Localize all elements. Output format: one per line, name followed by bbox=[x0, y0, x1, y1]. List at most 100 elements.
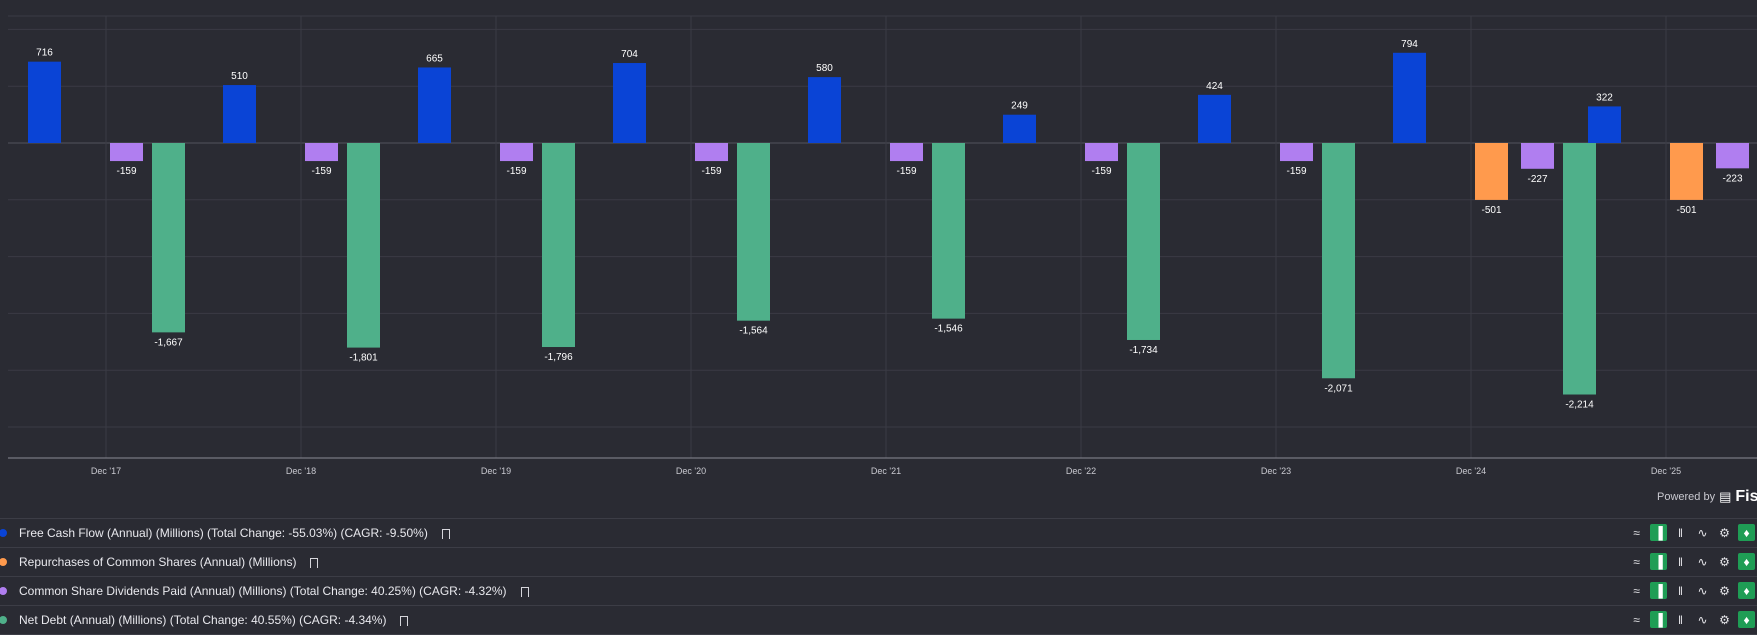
bar-dividends bbox=[110, 143, 143, 162]
legend-dot bbox=[0, 616, 7, 624]
line-chart-icon[interactable]: ∿ bbox=[1697, 612, 1708, 627]
data-label: -159 bbox=[1286, 166, 1306, 177]
x-tick-label: Dec '23 bbox=[1261, 466, 1291, 476]
data-label: -1,796 bbox=[544, 352, 573, 363]
bar-net-debt bbox=[737, 143, 770, 321]
data-label: 424 bbox=[1206, 81, 1223, 92]
trend-icon[interactable]: ≈ bbox=[1633, 525, 1640, 540]
data-label: 249 bbox=[1011, 101, 1028, 112]
data-label: -159 bbox=[506, 166, 526, 177]
bar-dividends bbox=[1280, 143, 1313, 162]
bar-dividends bbox=[305, 143, 338, 162]
legend-label: Free Cash Flow (Annual) (Millions) (Tota… bbox=[19, 526, 428, 540]
line-chart-icon[interactable]: ∿ bbox=[1697, 525, 1708, 540]
legend-dot bbox=[0, 587, 7, 595]
legend-row-free-cash-flow[interactable]: Free Cash Flow (Annual) (Millions) (Tota… bbox=[0, 519, 1757, 548]
data-label: -1,546 bbox=[934, 324, 963, 335]
data-label: 580 bbox=[816, 63, 833, 74]
data-label: -1,667 bbox=[154, 337, 183, 348]
data-label: -159 bbox=[701, 166, 721, 177]
column-chart-icon[interactable]: ‖ bbox=[1678, 525, 1683, 540]
powered-by[interactable]: Powered by ▤ Fis bbox=[1657, 488, 1757, 506]
gear-icon[interactable]: ⚙ bbox=[1719, 554, 1730, 569]
bar-free-cash-flow bbox=[613, 63, 646, 143]
bar-free-cash-flow bbox=[1393, 52, 1426, 143]
bar-free-cash-flow bbox=[28, 61, 61, 143]
data-label: -501 bbox=[1676, 205, 1696, 216]
bookmark-icon[interactable] bbox=[520, 587, 529, 601]
bar-net-debt bbox=[152, 143, 185, 333]
bar-free-cash-flow bbox=[1588, 106, 1621, 143]
bar-dividends bbox=[695, 143, 728, 162]
bar-dividends bbox=[890, 143, 923, 162]
bar-free-cash-flow bbox=[808, 77, 841, 143]
bar-net-debt bbox=[542, 143, 575, 348]
data-label: 510 bbox=[231, 71, 248, 82]
bar-repurchases bbox=[1475, 143, 1508, 200]
gear-icon[interactable]: ⚙ bbox=[1719, 612, 1730, 627]
bar-dividends bbox=[1085, 143, 1118, 162]
data-label: 704 bbox=[621, 49, 638, 60]
data-label: -227 bbox=[1527, 174, 1547, 185]
data-label: -159 bbox=[116, 166, 136, 177]
trend-icon[interactable]: ≈ bbox=[1633, 612, 1640, 627]
trend-icon[interactable]: ≈ bbox=[1633, 554, 1640, 569]
x-tick-label: Dec '22 bbox=[1066, 466, 1096, 476]
data-label: 665 bbox=[426, 53, 443, 64]
bar-free-cash-flow bbox=[1198, 94, 1231, 143]
x-tick-label: Dec '20 bbox=[676, 466, 706, 476]
data-label: -1,734 bbox=[1129, 345, 1158, 356]
bookmark-icon[interactable] bbox=[400, 616, 409, 630]
gear-icon[interactable]: ⚙ bbox=[1719, 583, 1730, 598]
x-tick-label: Dec '19 bbox=[481, 466, 511, 476]
bar-chart-icon[interactable]: ▐ bbox=[1650, 553, 1667, 570]
column-chart-icon[interactable]: ‖ bbox=[1678, 612, 1683, 627]
data-label: -1,801 bbox=[349, 353, 378, 364]
legend-row-net-debt[interactable]: Net Debt (Annual) (Millions) (Total Chan… bbox=[0, 606, 1757, 635]
legend-label: Common Share Dividends Paid (Annual) (Mi… bbox=[19, 584, 507, 598]
data-label: -501 bbox=[1481, 205, 1501, 216]
line-chart-icon[interactable]: ∿ bbox=[1697, 554, 1708, 569]
x-tick-label: Dec '21 bbox=[871, 466, 901, 476]
legend-dot bbox=[0, 558, 7, 566]
series-tools: ≈ ▐ ‖ ∿ ⚙ ♦ bbox=[1628, 553, 1755, 570]
x-tick-label: Dec '18 bbox=[286, 466, 316, 476]
series-tools: ≈ ▐ ‖ ∿ ⚙ ♦ bbox=[1628, 611, 1755, 628]
tag-icon[interactable]: ♦ bbox=[1738, 524, 1755, 541]
bar-net-debt bbox=[1322, 143, 1355, 379]
bar-free-cash-flow bbox=[1003, 114, 1036, 143]
gear-icon[interactable]: ⚙ bbox=[1719, 525, 1730, 540]
bar-chart-icon[interactable]: ▐ bbox=[1650, 524, 1667, 541]
legend: Free Cash Flow (Annual) (Millions) (Tota… bbox=[0, 518, 1757, 635]
bar-chart-icon[interactable]: ▐ bbox=[1650, 582, 1667, 599]
series-tools: ≈ ▐ ‖ ∿ ⚙ ♦ bbox=[1628, 582, 1755, 599]
bar-repurchases bbox=[1670, 143, 1703, 200]
legend-row-dividends[interactable]: Common Share Dividends Paid (Annual) (Mi… bbox=[0, 577, 1757, 606]
legend-label: Net Debt (Annual) (Millions) (Total Chan… bbox=[19, 613, 387, 627]
series-tools: ≈ ▐ ‖ ∿ ⚙ ♦ bbox=[1628, 524, 1755, 541]
data-label: -159 bbox=[1091, 166, 1111, 177]
bar-chart-icon[interactable]: ▐ bbox=[1650, 611, 1667, 628]
bar-net-debt bbox=[347, 143, 380, 348]
trend-icon[interactable]: ≈ bbox=[1633, 583, 1640, 598]
tag-icon[interactable]: ♦ bbox=[1738, 582, 1755, 599]
bar-net-debt bbox=[932, 143, 965, 319]
column-chart-icon[interactable]: ‖ bbox=[1678, 554, 1683, 569]
bar-free-cash-flow bbox=[223, 85, 256, 143]
bar-net-debt bbox=[1563, 143, 1596, 395]
line-chart-icon[interactable]: ∿ bbox=[1697, 583, 1708, 598]
bar-dividends bbox=[1521, 143, 1554, 169]
tag-icon[interactable]: ♦ bbox=[1738, 611, 1755, 628]
bar-free-cash-flow bbox=[418, 67, 451, 143]
brand-logo-icon: ▤ bbox=[1719, 489, 1732, 504]
bookmark-icon[interactable] bbox=[310, 558, 319, 572]
chart: Dec '17 Dec '18 Dec '19 Dec '20 Dec '21 Dec '… bbox=[8, 15, 1757, 476]
bookmark-icon[interactable] bbox=[441, 529, 450, 543]
data-label: -1,564 bbox=[739, 326, 768, 337]
data-label: -2,214 bbox=[1565, 400, 1594, 411]
bar-dividends bbox=[1716, 143, 1749, 169]
legend-row-repurchases[interactable]: Repurchases of Common Shares (Annual) (M… bbox=[0, 548, 1757, 577]
column-chart-icon[interactable]: ‖ bbox=[1678, 583, 1683, 598]
bar-dividends bbox=[500, 143, 533, 162]
tag-icon[interactable]: ♦ bbox=[1738, 553, 1755, 570]
